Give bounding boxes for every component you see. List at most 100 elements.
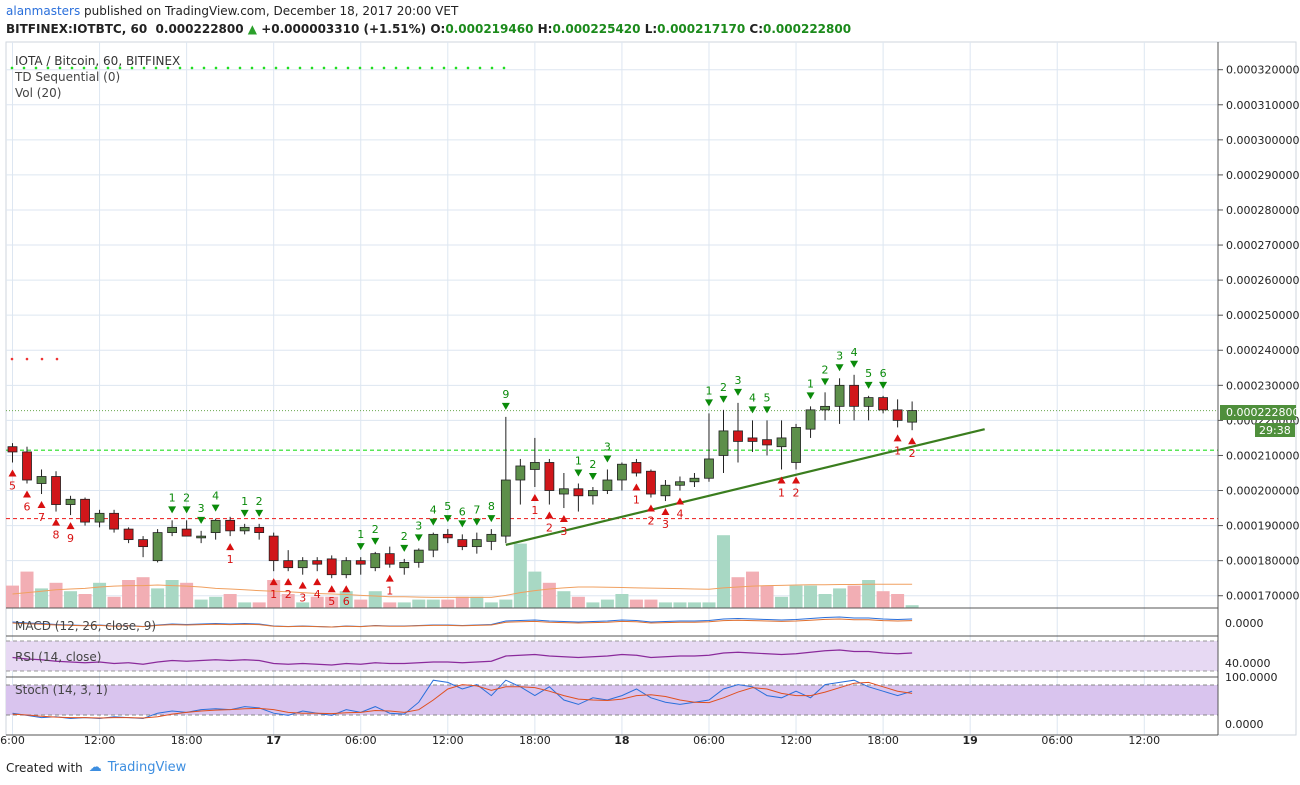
td-buy-arrow [168, 506, 177, 514]
td-resistance-dot [250, 66, 254, 70]
volume-bar [876, 591, 890, 608]
td-buy-arrow [240, 509, 249, 517]
candle-body [544, 462, 555, 491]
td-count-label: 4 [749, 391, 756, 404]
td-count-label: 7 [473, 504, 480, 517]
volume-bar [107, 596, 121, 608]
volume-bar [542, 582, 556, 608]
td-support-dot [40, 357, 44, 361]
td-count-label: 4 [212, 490, 219, 503]
td-count-label: 6 [459, 505, 466, 518]
td-count-label: 5 [9, 479, 16, 492]
td-count-label: 2 [256, 495, 263, 508]
candle-body [747, 437, 758, 442]
candle-body [7, 446, 18, 453]
td-sell-arrow [313, 578, 322, 586]
td-buy-arrow [371, 537, 380, 545]
td-count-label: 9 [502, 388, 509, 401]
rsi-label[interactable]: RSI (14, close) [15, 650, 101, 664]
time-tick-label: 12:00 [84, 734, 116, 747]
volume-bar [194, 599, 208, 608]
stoch-k-line [12, 679, 913, 719]
td-buy-arrow [487, 515, 496, 523]
candle-body [834, 384, 845, 407]
volume-bar [644, 599, 658, 608]
td-count-label: 3 [198, 502, 205, 515]
author-link[interactable]: alanmasters [6, 4, 81, 18]
td-resistance-dot [358, 66, 362, 70]
candle-body [109, 512, 119, 530]
td-count-label: 2 [285, 588, 292, 601]
td-sell-arrow [646, 504, 655, 512]
td-count-label: 2 [822, 363, 829, 376]
td-count-label: 4 [430, 504, 437, 517]
volume-bar [238, 602, 252, 608]
price-change: +0.000003310 (+1.51%) [261, 22, 427, 36]
td-resistance-dot [382, 66, 386, 70]
td-resistance-dot [202, 66, 206, 70]
last-price-badge-text: 0.000222800 [1226, 406, 1299, 419]
candle-body [878, 397, 888, 411]
volume-bar [20, 571, 34, 608]
time-tick-label: 06:00 [345, 734, 377, 747]
td-buy-arrow [400, 544, 409, 552]
volume-bar [78, 594, 92, 608]
high-label: H: [537, 22, 553, 36]
candle-body [65, 498, 76, 505]
volume-bar [804, 585, 818, 608]
created-with-text: Created with [6, 760, 83, 775]
rsi-axis-label: 40.0000 [1225, 657, 1271, 670]
td-count-label: 5 [328, 595, 335, 608]
candle-body [646, 470, 656, 495]
candle-body [689, 477, 700, 483]
volume-bar [484, 602, 498, 608]
td-resistance-dot [286, 66, 290, 70]
td-count-label: 4 [851, 346, 858, 359]
candle-body [123, 528, 134, 541]
volume-bar [862, 580, 876, 608]
stoch-label[interactable]: Stoch (14, 3, 1) [15, 683, 108, 697]
candle-body [326, 558, 337, 576]
candle-body [138, 539, 148, 548]
tradingview-brand-link[interactable]: TradingView [107, 760, 187, 775]
volume-bar [35, 588, 49, 608]
main-title: IOTA / Bitcoin, 60, BITFINEX [15, 54, 180, 68]
volume-bar [223, 594, 237, 608]
td-sell-arrow [66, 522, 75, 530]
trendline [505, 428, 985, 546]
td-sell-arrow [530, 494, 539, 502]
vol-label[interactable]: Vol (20) [15, 86, 61, 100]
volume-bar [775, 596, 789, 608]
volume-bar [455, 596, 469, 608]
td-support-dot [55, 357, 59, 361]
td-sequential-label[interactable]: TD Sequential (0) [14, 70, 120, 84]
td-resistance-dot [82, 66, 86, 70]
macd-label[interactable]: MACD (12, 26, close, 9) [15, 619, 156, 633]
chart-frame [5, 41, 1297, 736]
time-axis[interactable]: 6:00 12:00 18:00 17 06:00 12:00 18:00 18 06:00 12… [0, 734, 1160, 747]
tradingview-logo-icon[interactable]: ☁ [88, 760, 102, 775]
volume-bar [629, 599, 643, 608]
td-support-dot [25, 357, 29, 361]
td-sell-arrow [385, 574, 394, 582]
td-resistance-dot [214, 66, 218, 70]
td-resistance-dot [442, 66, 446, 70]
volume-bar [847, 585, 861, 608]
volume-bar [891, 594, 905, 608]
price-tick-label: 0.000180000 [1226, 555, 1299, 568]
volume-bar [339, 591, 353, 608]
price-axis[interactable]: 0.000170000 0.000180000 0.000190000 0.00020… [1218, 64, 1299, 603]
symbol-summary: BITFINEX:IOTBTC, 60 0.000222800 ▲ +0.000… [6, 22, 851, 36]
td-sell-arrow [37, 501, 46, 509]
candle-body [51, 476, 61, 505]
volume-bar [905, 605, 919, 608]
candle-body [312, 560, 323, 565]
price-tick-label: 0.000250000 [1226, 309, 1299, 322]
candle-body [297, 560, 308, 569]
candle-body [370, 553, 381, 569]
td-sell-arrow [327, 585, 336, 593]
volume-bar [833, 588, 847, 608]
volume-ma-line [12, 583, 913, 598]
